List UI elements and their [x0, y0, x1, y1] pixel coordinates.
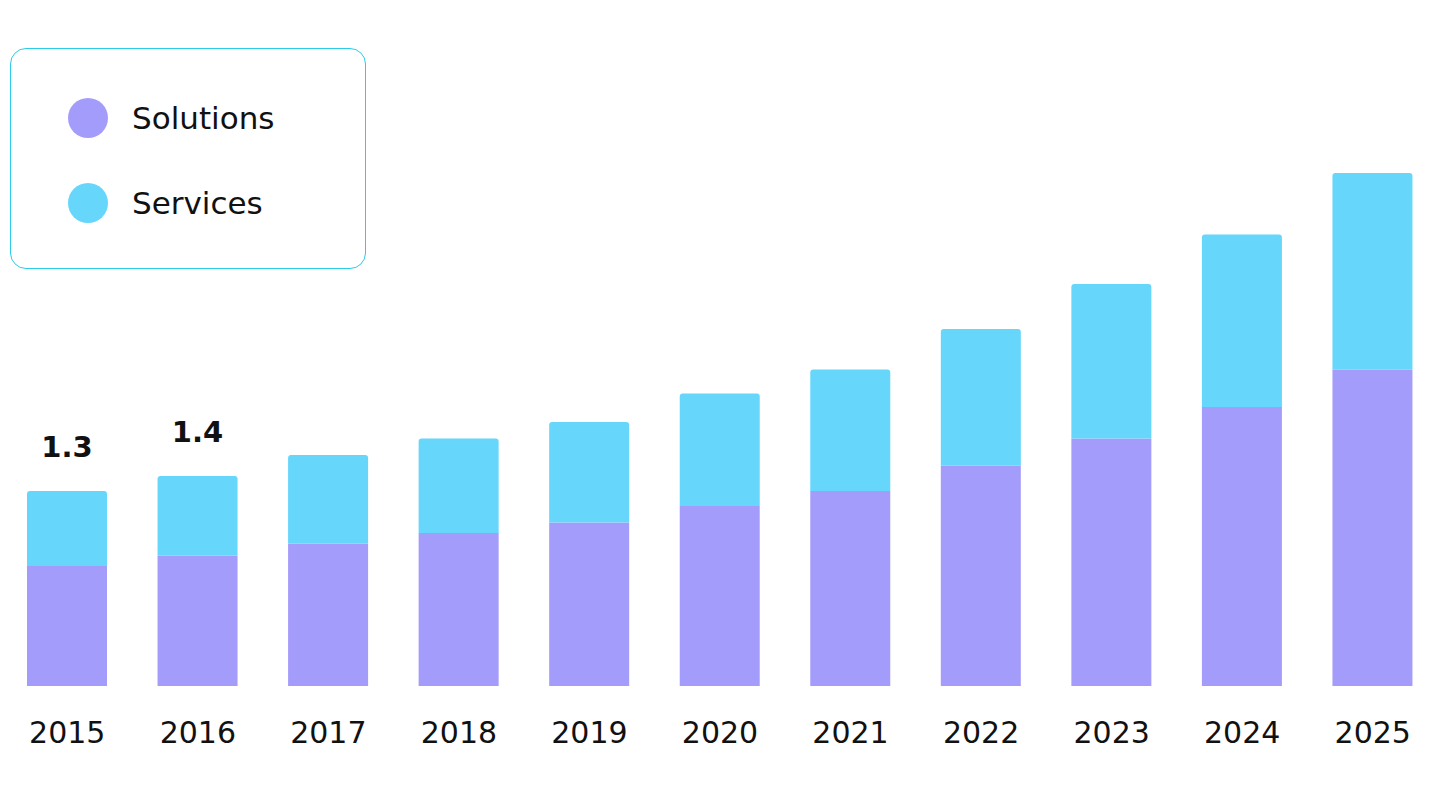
svg-text:2024: 2024: [1204, 715, 1280, 750]
svg-text:1.4: 1.4: [172, 415, 223, 449]
svg-text:2021: 2021: [812, 715, 888, 750]
svg-text:2025: 2025: [1335, 715, 1411, 750]
svg-text:2018: 2018: [421, 715, 497, 750]
svg-text:2017: 2017: [290, 715, 366, 750]
html-text:Solutions: Solutions: [132, 100, 275, 136]
svg-text:2023: 2023: [1073, 715, 1149, 750]
svg-text:1.3: 1.3: [41, 430, 92, 464]
svg-text:2022: 2022: [943, 715, 1019, 750]
svg-text:2020: 2020: [682, 715, 758, 750]
svg-text:2019: 2019: [551, 715, 627, 750]
svg-text:2016: 2016: [160, 715, 236, 750]
svg-text:2015: 2015: [29, 715, 105, 750]
html-text:Services: Services: [132, 185, 263, 221]
